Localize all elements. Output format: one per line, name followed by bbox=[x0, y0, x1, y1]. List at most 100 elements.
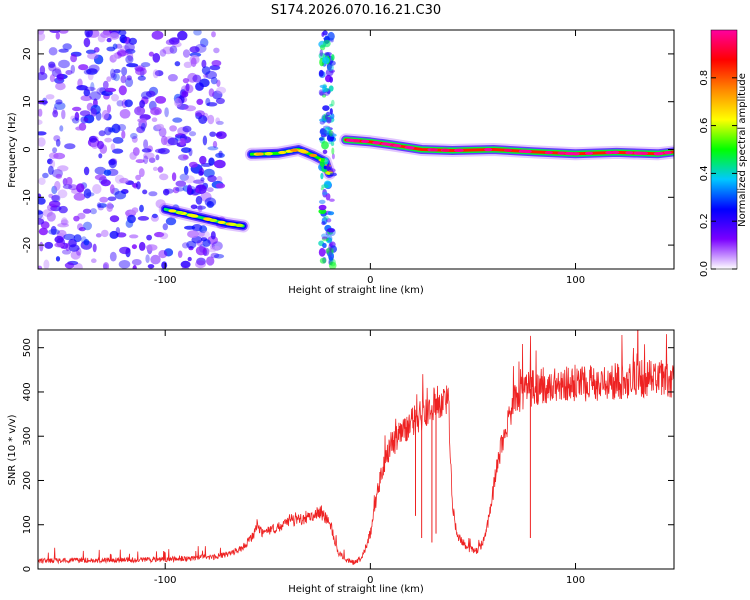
noise-blob bbox=[145, 254, 150, 263]
noise-blob bbox=[38, 72, 48, 81]
noise-blob bbox=[148, 191, 158, 197]
noise-blob bbox=[181, 138, 187, 146]
noise-blob bbox=[150, 254, 161, 265]
band-blob bbox=[331, 153, 335, 160]
track-peak bbox=[168, 209, 177, 213]
noise-blob bbox=[195, 195, 203, 205]
band-blob bbox=[318, 204, 327, 211]
noise-blob bbox=[114, 190, 127, 200]
noise-blob bbox=[159, 49, 167, 57]
band-blob bbox=[319, 118, 324, 122]
noise-blob bbox=[143, 152, 155, 160]
track-peak bbox=[228, 222, 237, 226]
noise-blob bbox=[157, 166, 164, 173]
noise-blob bbox=[75, 126, 83, 131]
noise-blob bbox=[195, 260, 206, 269]
noise-blob bbox=[113, 73, 120, 82]
noise-blob bbox=[181, 266, 190, 269]
noise-blob bbox=[145, 90, 156, 98]
noise-blob bbox=[218, 150, 223, 158]
noise-blob bbox=[38, 197, 46, 205]
noise-blob bbox=[121, 130, 126, 139]
noise-blob bbox=[118, 85, 127, 96]
noise-blob bbox=[77, 212, 86, 220]
noise-blob bbox=[187, 184, 192, 195]
noise-blob bbox=[107, 196, 117, 202]
noise-blob bbox=[193, 30, 202, 36]
noise-blob bbox=[206, 256, 215, 266]
noise-blob bbox=[94, 166, 107, 175]
noise-blob bbox=[55, 139, 61, 147]
noise-blob bbox=[57, 223, 69, 228]
noise-blob bbox=[38, 131, 47, 136]
noise-blob bbox=[49, 200, 61, 208]
noise-blob bbox=[103, 169, 112, 176]
noise-blob bbox=[61, 217, 68, 226]
noise-blob bbox=[188, 131, 197, 137]
noise-blob bbox=[216, 86, 227, 94]
noise-blob bbox=[78, 64, 89, 71]
noise-blob bbox=[73, 215, 80, 222]
noise-blob bbox=[121, 66, 128, 76]
track-peak bbox=[298, 149, 307, 153]
noise-blob bbox=[187, 256, 192, 262]
band-blob bbox=[323, 37, 331, 41]
noise-blob bbox=[152, 53, 161, 63]
noise-blob bbox=[169, 125, 178, 132]
noise-blob bbox=[55, 99, 63, 105]
band-blob bbox=[323, 157, 329, 165]
noise-blob bbox=[92, 243, 97, 253]
noise-blob bbox=[126, 75, 132, 81]
band-blob bbox=[326, 163, 330, 172]
noise-blob bbox=[167, 137, 179, 146]
noise-blob bbox=[109, 32, 120, 40]
noise-blob bbox=[97, 140, 104, 150]
noise-blob bbox=[65, 242, 70, 252]
band-blob bbox=[319, 120, 325, 125]
noise-blob bbox=[180, 260, 191, 268]
band-blob bbox=[328, 85, 334, 92]
noise-blob bbox=[184, 84, 194, 94]
noise-blob bbox=[137, 75, 146, 81]
track-peak bbox=[455, 148, 464, 152]
band-blob bbox=[318, 247, 326, 257]
band-blob bbox=[322, 191, 328, 196]
noise-blob bbox=[200, 230, 210, 239]
noise-blob bbox=[167, 74, 178, 82]
noise-blob bbox=[210, 76, 218, 85]
noise-blob bbox=[55, 32, 60, 40]
noise-blob bbox=[172, 186, 180, 194]
noise-blob bbox=[84, 30, 93, 38]
band-blob bbox=[322, 56, 330, 64]
noise-blob bbox=[154, 70, 164, 77]
band-blob bbox=[321, 184, 329, 189]
noise-blob bbox=[88, 64, 100, 73]
band-blob bbox=[319, 129, 328, 135]
track-peak bbox=[209, 218, 218, 222]
noise-blob bbox=[135, 174, 142, 181]
noise-blob bbox=[54, 180, 61, 191]
track-peak bbox=[346, 138, 354, 142]
noise-blob bbox=[76, 183, 85, 193]
noise-blob bbox=[38, 218, 45, 225]
noise-blob bbox=[141, 122, 146, 131]
noise-blob bbox=[139, 100, 146, 108]
noise-blob bbox=[199, 155, 207, 165]
noise-blob bbox=[199, 225, 208, 234]
track-peak bbox=[605, 151, 614, 155]
colorbar-gradient bbox=[710, 29, 738, 270]
track-peak bbox=[611, 150, 620, 154]
noise-blob bbox=[39, 241, 44, 252]
noise-blob bbox=[96, 202, 102, 209]
noise-blob bbox=[83, 188, 92, 199]
noise-blob bbox=[70, 115, 76, 121]
band-blob bbox=[328, 140, 332, 145]
noise-blob bbox=[119, 34, 128, 44]
noise-blob bbox=[141, 148, 152, 153]
noise-blob bbox=[207, 114, 215, 125]
noise-blob bbox=[175, 180, 187, 187]
snr-plot-area bbox=[38, 330, 674, 569]
noise-blob bbox=[83, 221, 92, 231]
track-peak bbox=[441, 148, 450, 152]
